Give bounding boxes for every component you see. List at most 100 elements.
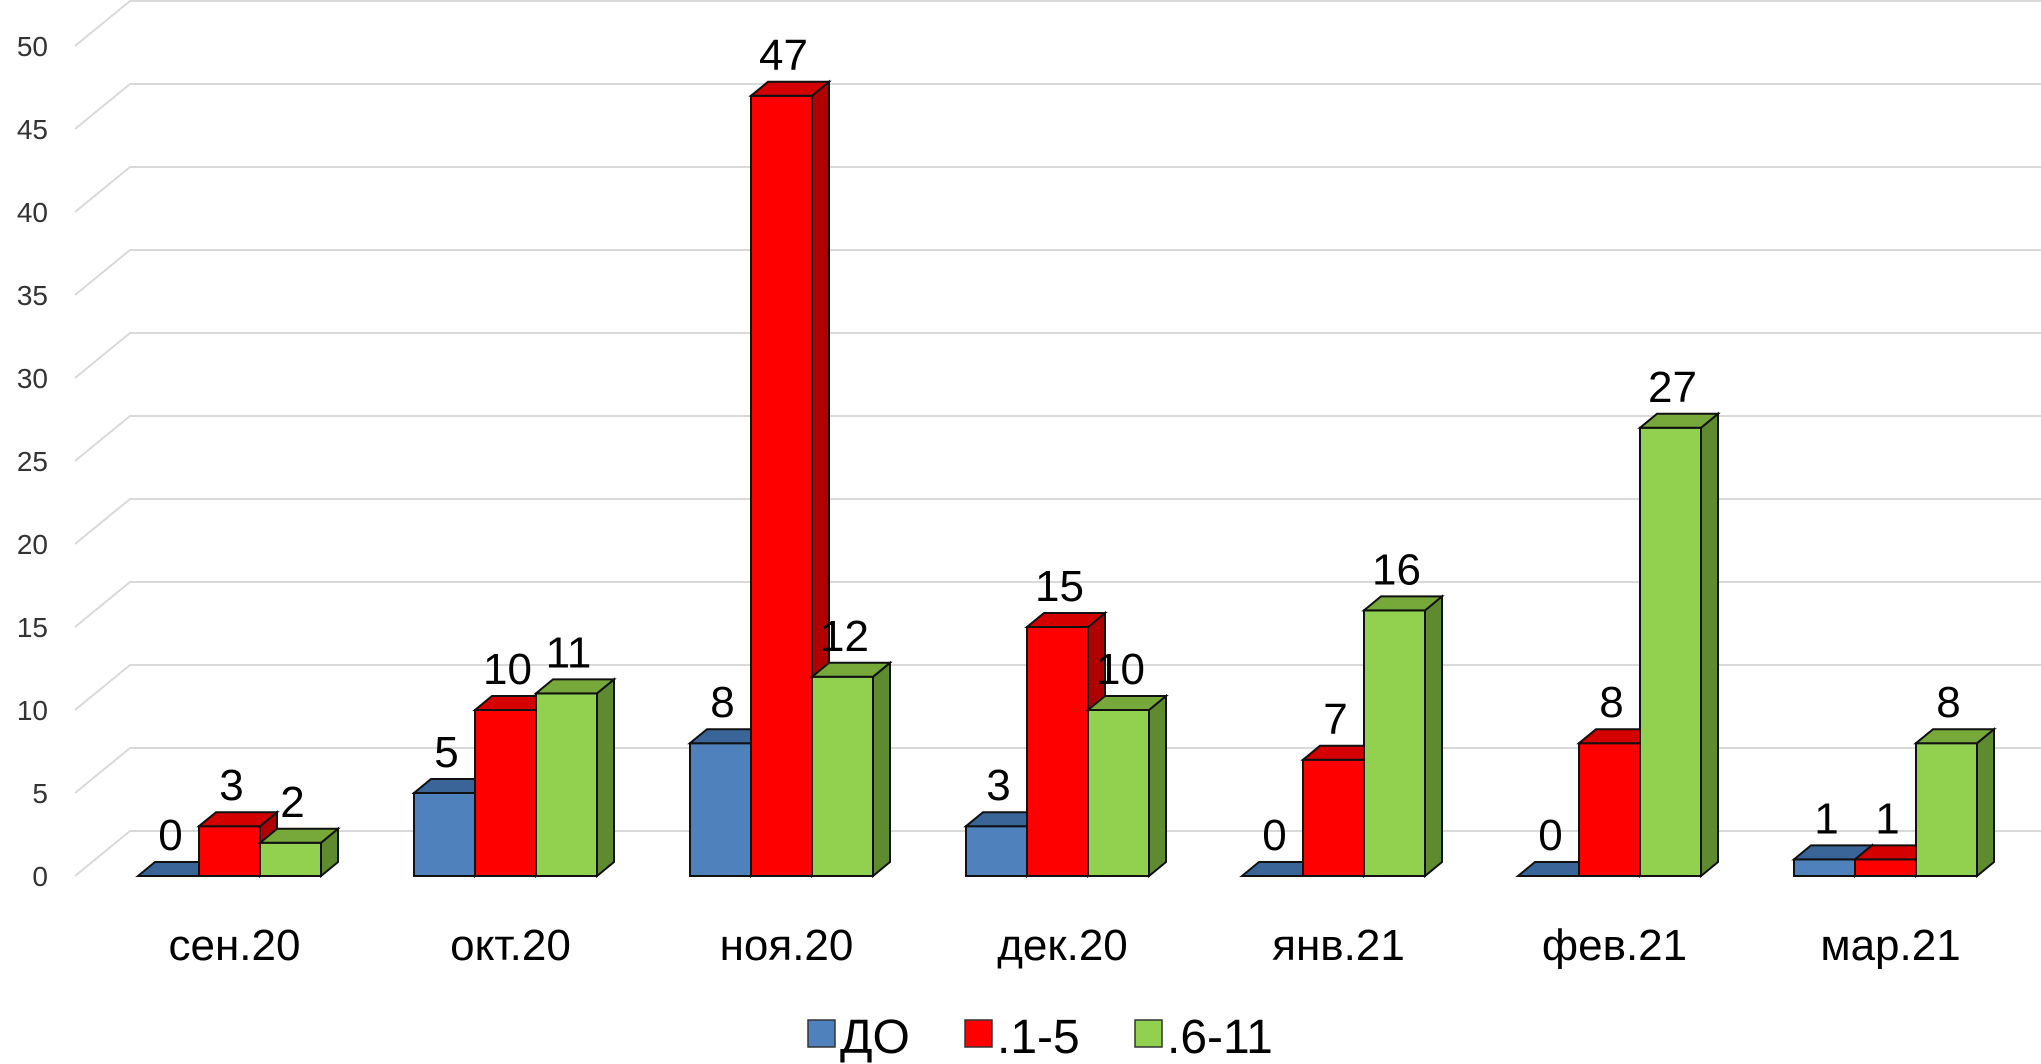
bar	[257, 826, 341, 879]
y-tick-label: 15	[17, 612, 48, 643]
y-tick-label: 20	[17, 529, 48, 560]
gridline	[74, 166, 2041, 213]
y-tick-label: 50	[17, 31, 48, 62]
bar-front	[474, 709, 537, 877]
bar-top	[257, 827, 341, 844]
x-tick-label: мар.21	[1820, 921, 1960, 970]
bar	[1637, 411, 1721, 879]
x-tick-label: фев.21	[1542, 921, 1687, 970]
data-label: 8	[1936, 678, 1960, 727]
bar-top	[1361, 595, 1445, 612]
legend-swatch	[1134, 1019, 1163, 1048]
bar-front	[1793, 858, 1856, 878]
bar-front	[413, 792, 476, 877]
bar-front	[1302, 758, 1365, 877]
bar-side	[596, 677, 615, 879]
bar-front	[689, 742, 752, 878]
data-label: 0	[1538, 811, 1562, 860]
bar-front	[1915, 742, 1978, 878]
data-label: 11	[546, 628, 592, 677]
data-label: 1	[1875, 794, 1899, 843]
bar-top	[809, 661, 893, 678]
x-axis: сен.20 окт.20 ноя.20 дек.20 янв.21 фев.21 мар.…	[169, 921, 1961, 970]
data-label: 8	[1599, 678, 1623, 727]
bar-front	[1363, 609, 1426, 878]
gridline	[74, 415, 2041, 462]
legend-item: .1-5	[964, 1011, 1080, 1064]
bar	[1085, 693, 1169, 879]
data-label: 0	[158, 811, 182, 860]
gridline	[74, 83, 2041, 130]
data-label: 1	[1814, 794, 1838, 843]
bar-front	[1578, 742, 1641, 878]
bar	[533, 677, 617, 879]
legend-swatch	[807, 1019, 836, 1048]
bar-front	[1026, 626, 1089, 877]
data-label: 7	[1323, 695, 1347, 744]
bar-top	[196, 811, 280, 828]
data-label: 10	[483, 645, 532, 694]
bar	[1913, 727, 1997, 879]
chart-bars	[135, 79, 1997, 879]
y-tick-label: 10	[17, 695, 48, 726]
bar-top	[748, 80, 832, 97]
bar-side	[1148, 693, 1167, 879]
bar-top	[1913, 728, 1997, 745]
y-tick-label: 30	[17, 363, 48, 394]
data-label: 15	[1035, 562, 1084, 611]
bar-front	[1087, 709, 1150, 877]
data-label: 27	[1648, 363, 1697, 412]
y-tick-label: 40	[17, 197, 48, 228]
bar-front	[750, 94, 813, 878]
legend-label: .6-11	[1167, 1011, 1273, 1064]
x-tick-label: сен.20	[169, 921, 301, 970]
gridline	[74, 0, 2041, 47]
x-tick-label: дек.20	[997, 921, 1128, 970]
legend-swatch	[964, 1019, 993, 1048]
data-label: 8	[710, 678, 734, 727]
x-tick-label: окт.20	[450, 921, 571, 970]
gridline	[74, 581, 2041, 628]
y-axis: 0 5 10 15 20 25 30 35 40 45 50	[17, 31, 48, 892]
chart-gridlines	[74, 0, 2041, 877]
x-tick-label: ноя.20	[720, 921, 854, 970]
bar-side	[1700, 411, 1719, 879]
gridline	[74, 332, 2041, 379]
legend: ДО .1-5 .6-11	[807, 1011, 1273, 1064]
bar-front	[965, 825, 1028, 878]
legend-item: .6-11	[1134, 1011, 1273, 1064]
bar	[1361, 594, 1445, 879]
legend-label: ДО	[840, 1011, 910, 1064]
bar-front	[1639, 426, 1702, 877]
bar-front	[1854, 858, 1917, 878]
y-tick-label: 45	[17, 114, 48, 145]
data-label: 5	[434, 728, 458, 777]
x-tick-label: янв.21	[1272, 921, 1405, 970]
bar-side	[1976, 727, 1995, 879]
bar-side	[1424, 594, 1443, 879]
data-label: 2	[280, 778, 304, 827]
data-label: 12	[820, 612, 869, 661]
data-label: 0	[1262, 811, 1286, 860]
bar-top	[1085, 695, 1169, 711]
data-label: 3	[986, 761, 1010, 810]
y-tick-label: 35	[17, 280, 48, 311]
gridline	[74, 498, 2041, 545]
gridline	[74, 249, 2041, 296]
data-label: 3	[219, 761, 243, 810]
bar-side	[872, 660, 891, 879]
bar-front	[198, 825, 261, 878]
bar-top	[1637, 412, 1721, 429]
bar-top	[533, 678, 617, 695]
legend-label: .1-5	[997, 1011, 1080, 1064]
bar-front	[535, 692, 598, 878]
y-tick-label: 5	[32, 778, 48, 809]
bar	[809, 660, 893, 879]
y-tick-label: 0	[32, 861, 48, 892]
y-tick-label: 25	[17, 446, 48, 477]
bar-front	[259, 841, 322, 877]
bar-top	[1024, 612, 1108, 628]
data-label: 47	[759, 31, 808, 80]
